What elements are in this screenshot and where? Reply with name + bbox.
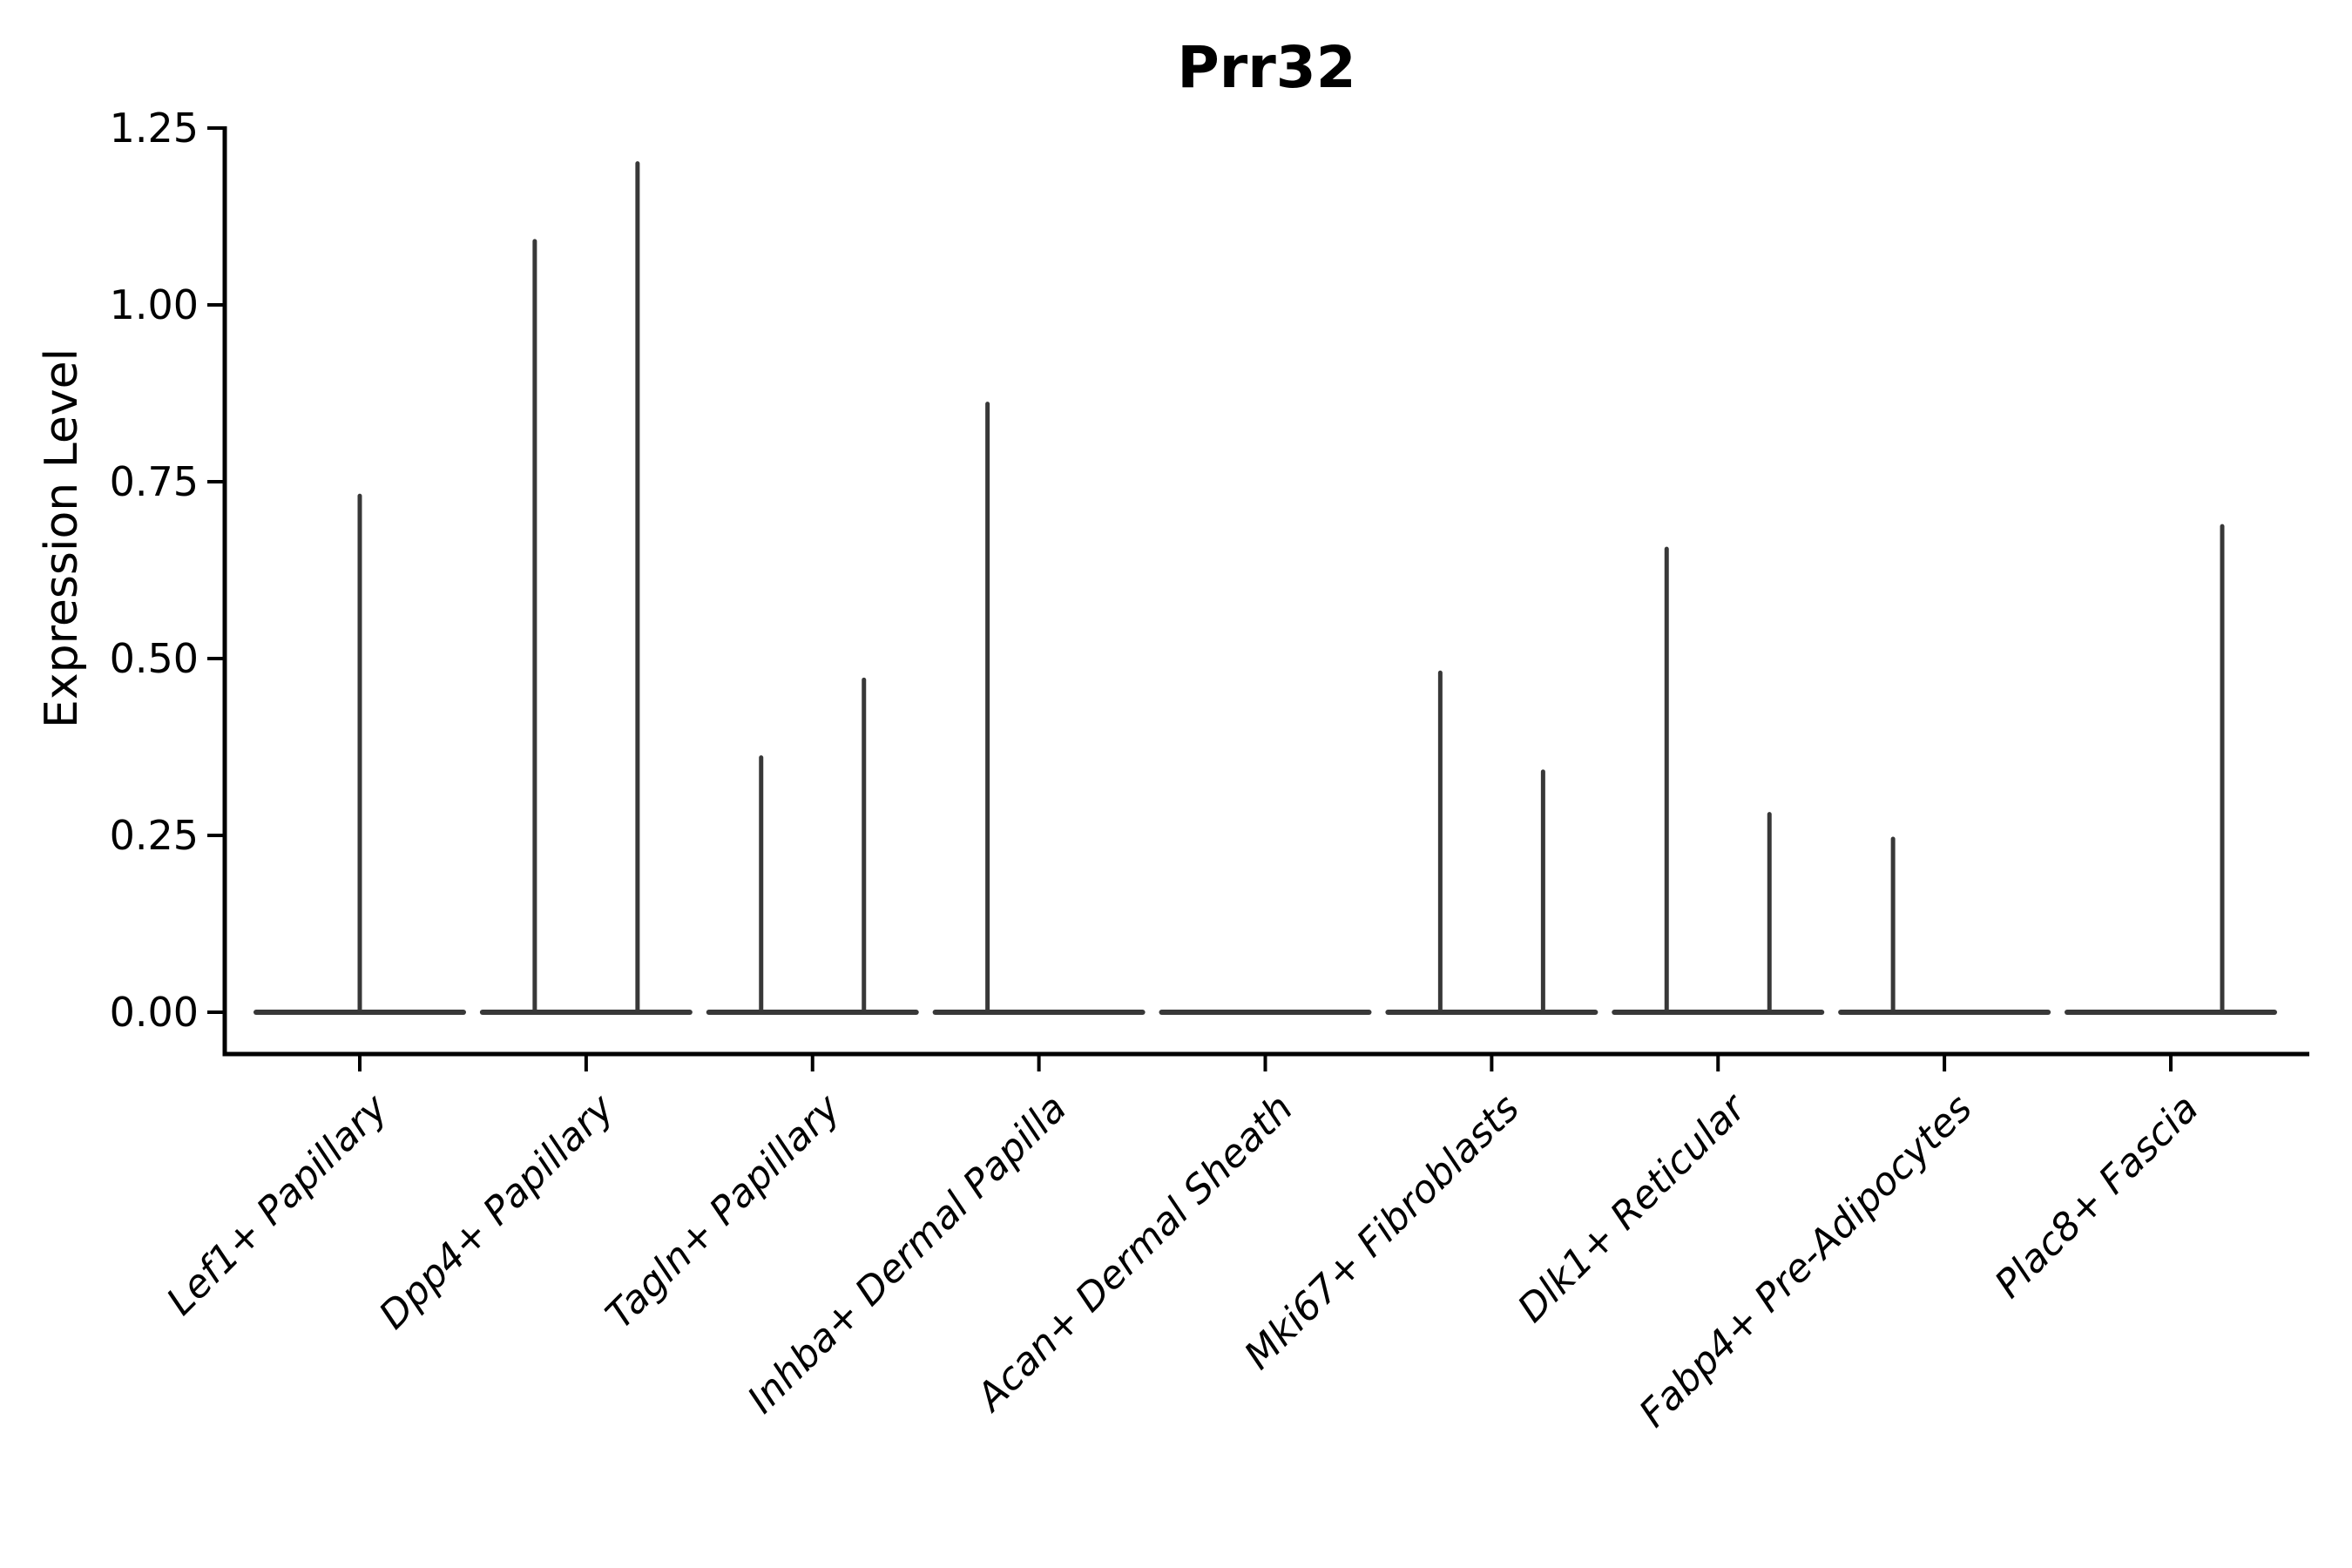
violins (253, 161, 2277, 1015)
y-tick-label: 0.50 (110, 635, 199, 682)
x-tick-label: Plac8+ Fascia (1986, 1086, 2207, 1307)
axes-spines (222, 126, 2309, 1057)
y-tick-label: 0.75 (110, 458, 199, 505)
y-axis-label: Expression Level (36, 348, 88, 728)
y-axis-tick-labels: 0.00 0.25 0.50 0.75 1.00 1.25 (110, 105, 199, 1036)
x-tick-label: Tagln+ Papillary (598, 1085, 849, 1337)
x-tick-label: Dlk1+ Reticular (1510, 1085, 1756, 1331)
y-tick-label: 1.00 (110, 281, 199, 328)
x-axis-ticks (358, 1056, 2173, 1071)
x-tick-label: Lef1+ Papillary (159, 1085, 397, 1324)
y-tick-label: 0.00 (110, 989, 199, 1036)
y-tick-label: 1.25 (110, 105, 199, 152)
y-tick-label: 0.25 (110, 812, 199, 859)
chart-title: Prr32 (1177, 34, 1355, 101)
y-axis-ticks (207, 126, 223, 1014)
x-tick-label: Dpp4+ Papillary (371, 1085, 624, 1338)
